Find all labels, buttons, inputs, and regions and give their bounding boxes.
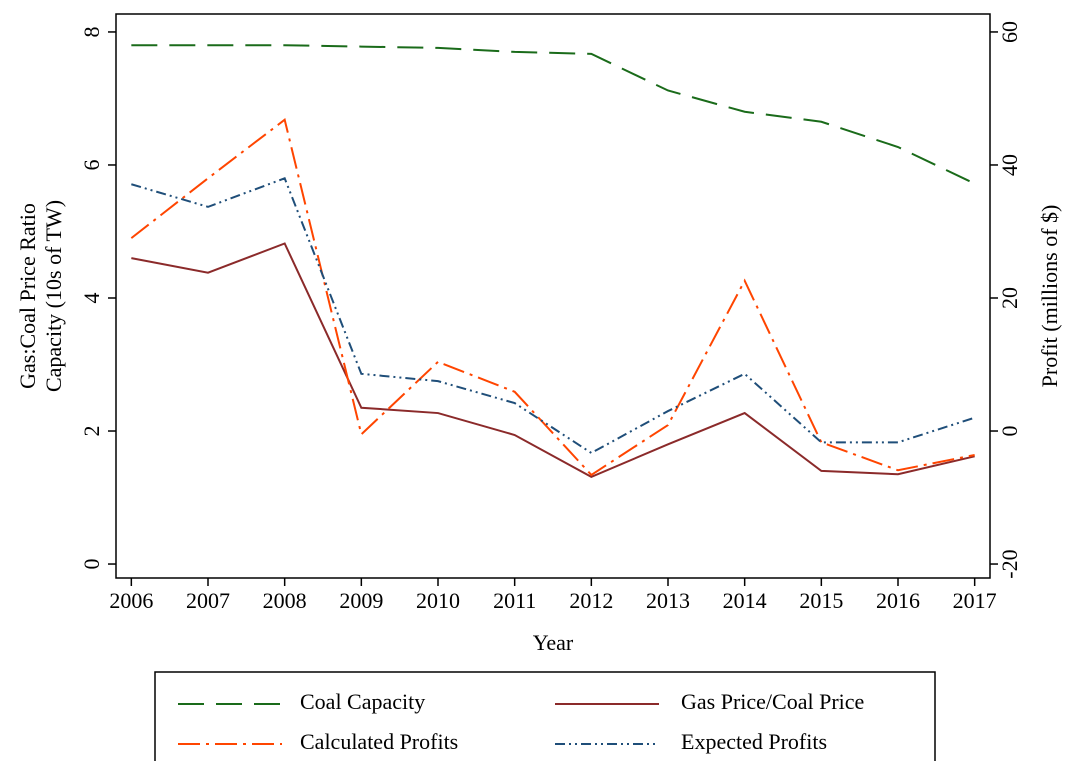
y-tick-label: 2	[79, 426, 104, 437]
x-tick-label: 2009	[339, 588, 383, 613]
x-tick-label: 2007	[186, 588, 230, 613]
x-tick-label: 2008	[263, 588, 307, 613]
legend-frame	[154, 671, 936, 761]
legend-label: Gas Price/Coal Price	[681, 689, 864, 714]
x-tick-label: 2017	[953, 588, 997, 613]
x-tick-label: 2016	[876, 588, 920, 613]
x-tick-label: 2010	[416, 588, 460, 613]
series-line	[131, 242, 975, 479]
x-tick-label: 2011	[493, 588, 536, 613]
y2-tick-label: 60	[997, 21, 1022, 43]
y-tick-label: 0	[79, 559, 104, 570]
series-line	[131, 176, 975, 455]
y-axis-label: Capacity (10s of TW)	[41, 200, 66, 392]
y2-tick-label: 20	[997, 287, 1022, 309]
y-axis-label: Gas:Coal Price Ratio	[15, 203, 40, 389]
y2-tick-label: -20	[997, 549, 1022, 578]
legend-label: Calculated Profits	[300, 729, 458, 754]
y-tick-label: 8	[79, 26, 104, 37]
series-line	[131, 44, 976, 185]
y-tick-label: 4	[79, 292, 104, 303]
legend-label: Coal Capacity	[300, 689, 425, 714]
x-tick-label: 2012	[569, 588, 613, 613]
series-line	[130, 118, 975, 477]
x-tick-label: 2006	[109, 588, 153, 613]
x-tick-label: 2015	[799, 588, 843, 613]
y2-axis-label: Profit (millions of $)	[1037, 205, 1062, 388]
y2-tick-label: 0	[997, 426, 1022, 437]
y2-tick-label: 40	[997, 154, 1022, 176]
plot-frame	[115, 13, 991, 579]
x-tick-label: 2014	[723, 588, 767, 613]
legend-label: Expected Profits	[681, 729, 827, 754]
y-tick-label: 6	[79, 159, 104, 170]
x-tick-label: 2013	[646, 588, 690, 613]
x-axis-label: Year	[533, 630, 574, 655]
